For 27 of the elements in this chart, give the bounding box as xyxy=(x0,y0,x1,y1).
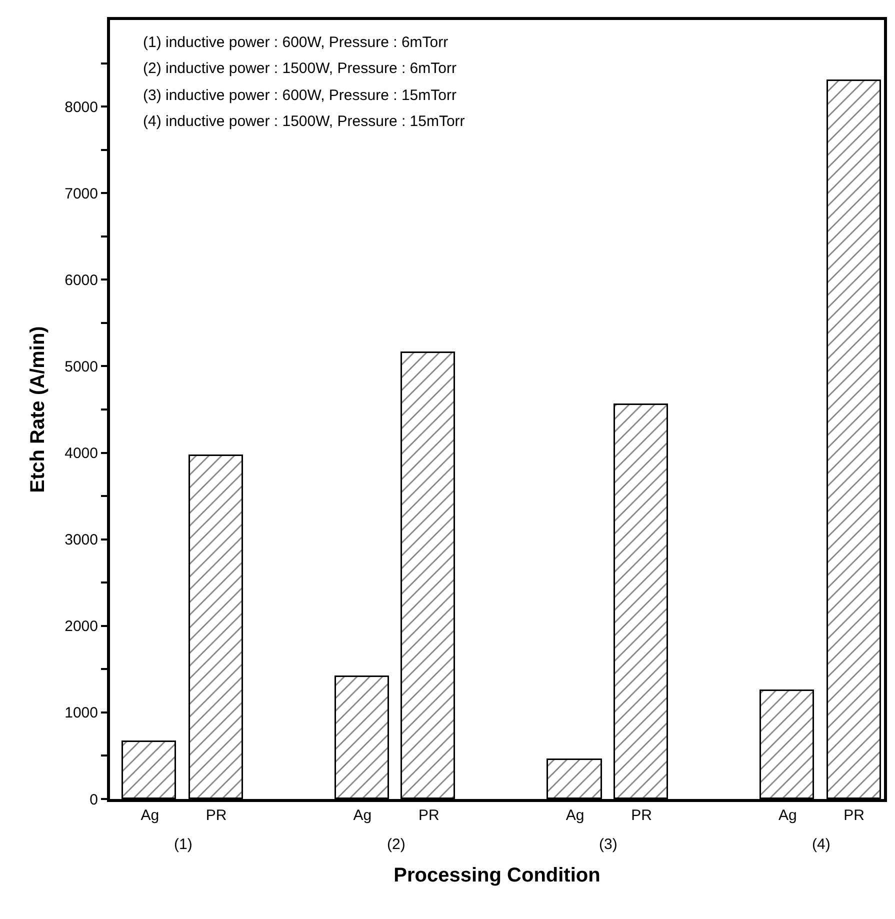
x-tick-label: PR xyxy=(418,807,440,824)
y-tick-label: 4000 xyxy=(64,445,98,462)
y-tick-label: 1000 xyxy=(64,704,98,722)
text: (4) xyxy=(812,836,830,853)
x-tick-label: Ag xyxy=(353,807,372,824)
y-tick-label: 2000 xyxy=(64,618,98,636)
text: (2) xyxy=(387,836,406,853)
annotation: (4) inductive power : 1500W, Pressure : 15mTorr xyxy=(143,113,465,130)
x-tick-label: Ag xyxy=(778,807,797,824)
x-tick-label: Ag xyxy=(140,807,160,824)
x-axis-title: Processing Condition xyxy=(394,864,600,886)
annotation: (3) inductive power : 600W, Pressure : 15mTorr xyxy=(143,87,456,104)
x-tick-label: PR xyxy=(844,807,865,824)
annotation: (2) inductive power : 1500W, Pressure : 6mTorr xyxy=(143,60,456,77)
y-tick-label: 7000 xyxy=(64,185,98,202)
annotation: (1) inductive power : 600W, Pressure : 6mTorr xyxy=(143,34,448,51)
y-tick-label: 3000 xyxy=(64,532,98,549)
y-tick-label: 8000 xyxy=(64,98,98,116)
y-axis-title: Etch Rate (A/min) xyxy=(27,326,50,493)
text: (3) xyxy=(599,836,618,853)
y-tick-label: 0 xyxy=(90,791,98,808)
y-tick-label: 5000 xyxy=(64,358,98,376)
x-tick-label: PR xyxy=(206,807,227,824)
text: (1) xyxy=(174,836,192,853)
x-tick-label: PR xyxy=(631,807,652,824)
x-tick-label: Ag xyxy=(566,807,584,824)
y-tick-label: 6000 xyxy=(64,272,98,289)
